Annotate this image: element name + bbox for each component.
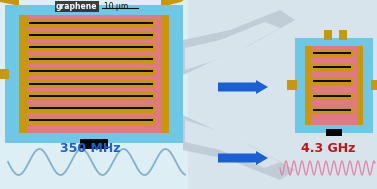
Polygon shape: [185, 120, 280, 168]
Polygon shape: [183, 115, 295, 180]
Bar: [80, 139, 108, 149]
Bar: [311, 50, 353, 57]
Polygon shape: [161, 0, 188, 5]
Bar: [29, 107, 153, 109]
Bar: [0, 69, 9, 79]
Bar: [5, 5, 183, 143]
Bar: [311, 107, 353, 114]
Polygon shape: [183, 10, 295, 75]
Bar: [27, 80, 155, 88]
Bar: [311, 78, 353, 85]
Bar: [313, 80, 351, 82]
Text: graphene: graphene: [56, 2, 98, 11]
Bar: [27, 43, 155, 51]
Bar: [27, 92, 155, 100]
Bar: [287, 80, 297, 90]
Text: 350 MHz: 350 MHz: [60, 142, 120, 155]
Bar: [29, 46, 153, 48]
Bar: [27, 19, 155, 27]
Bar: [357, 46, 363, 125]
Polygon shape: [185, 22, 280, 70]
Polygon shape: [0, 0, 19, 5]
Bar: [29, 70, 153, 72]
Bar: [27, 105, 155, 113]
Bar: [29, 95, 153, 97]
Bar: [29, 22, 153, 23]
FancyArrow shape: [218, 80, 268, 94]
Text: 10 μm: 10 μm: [104, 2, 128, 11]
Text: 4.3 GHz: 4.3 GHz: [301, 142, 355, 155]
Bar: [27, 68, 155, 76]
Bar: [324, 30, 332, 40]
Bar: [339, 30, 347, 40]
Bar: [313, 66, 351, 68]
Bar: [371, 80, 377, 90]
Bar: [295, 38, 373, 133]
Bar: [29, 83, 153, 85]
Bar: [305, 46, 311, 125]
Bar: [29, 58, 153, 60]
Bar: [311, 93, 353, 100]
Bar: [188, 0, 377, 189]
Bar: [27, 56, 155, 64]
Bar: [313, 95, 351, 97]
Bar: [313, 109, 351, 111]
Bar: [311, 64, 353, 71]
Bar: [19, 15, 27, 133]
Bar: [29, 34, 153, 36]
Bar: [305, 46, 363, 125]
Bar: [313, 52, 351, 54]
Bar: [326, 129, 342, 136]
Bar: [161, 15, 169, 133]
Bar: [27, 31, 155, 39]
Bar: [19, 15, 169, 133]
Bar: [27, 117, 155, 125]
Bar: [29, 119, 153, 121]
FancyArrow shape: [218, 151, 268, 165]
